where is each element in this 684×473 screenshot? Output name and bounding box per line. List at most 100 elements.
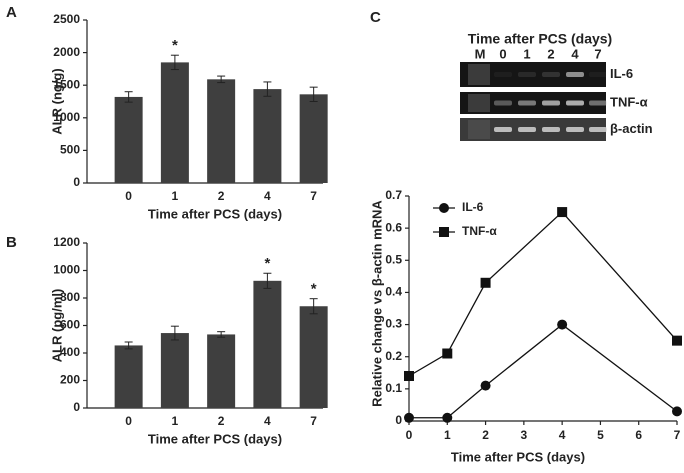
bar — [207, 334, 236, 408]
gel-band — [494, 100, 512, 106]
point — [672, 406, 682, 417]
lane-label: 4 — [571, 46, 579, 61]
gel-band — [542, 72, 560, 77]
point — [480, 277, 491, 288]
y-tick-label: 1000 — [53, 263, 80, 277]
y-tick-label: 0.5 — [385, 252, 402, 266]
y-tick-label: 0.6 — [385, 220, 402, 234]
point — [557, 319, 568, 330]
gel-band — [518, 100, 536, 106]
legend-label: IL-6 — [462, 200, 484, 214]
x-tick-label: 2 — [482, 428, 489, 442]
panel-letter: B — [6, 234, 17, 251]
bar — [114, 96, 143, 183]
y-tick-label: 1000 — [53, 110, 80, 124]
bar — [114, 345, 143, 408]
marker-lane — [468, 64, 490, 85]
y-tick-label: 0 — [395, 413, 402, 427]
bar — [253, 89, 282, 183]
gel-band — [542, 127, 560, 132]
gel-band — [589, 72, 607, 77]
y-tick-label: 400 — [60, 345, 80, 359]
marker-lane — [468, 120, 490, 139]
band-label: β-actin — [610, 121, 653, 136]
point — [672, 335, 682, 346]
y-tick-label: 1200 — [53, 235, 80, 249]
x-tick-label: 7 — [674, 428, 681, 442]
bar — [160, 62, 189, 183]
point — [404, 412, 414, 423]
x-axis-label: Time after PCS (days) — [148, 206, 282, 221]
y-axis-label: ALR (pg/ml) — [49, 289, 64, 363]
y-axis-label: Relative change vs β-actin mRNA — [369, 200, 384, 407]
series-line — [409, 323, 678, 419]
bar — [253, 280, 282, 408]
bar — [299, 306, 328, 408]
point — [442, 412, 453, 423]
x-tick-label: 0 — [125, 414, 132, 428]
y-tick-label: 800 — [60, 290, 80, 304]
legend-label: TNF-α — [462, 224, 497, 238]
significance-mark: * — [311, 281, 317, 298]
band-label: IL-6 — [610, 66, 633, 81]
x-tick-label: 7 — [310, 189, 317, 203]
lane-label: 1 — [523, 46, 530, 61]
lane-label: M — [475, 46, 486, 61]
significance-mark: * — [264, 255, 270, 272]
band-label: TNF-α — [610, 94, 648, 109]
x-tick-label: 0 — [406, 428, 413, 442]
y-tick-label: 2000 — [53, 45, 80, 59]
y-tick-label: 0.3 — [385, 317, 402, 331]
x-axis-label: Time after PCS (days) — [451, 449, 585, 464]
gel-band — [589, 127, 607, 132]
x-tick-label: 5 — [597, 428, 604, 442]
bar — [160, 333, 189, 408]
y-axis-label: ALR (ng/g) — [49, 68, 64, 134]
x-tick-label: 0 — [125, 189, 132, 203]
x-tick-label: 1 — [172, 189, 179, 203]
y-tick-label: 0.1 — [385, 381, 402, 395]
y-tick-label: 0 — [73, 175, 80, 189]
x-tick-label: 6 — [635, 428, 642, 442]
y-tick-label: 0.2 — [385, 349, 402, 363]
gel-band — [518, 72, 536, 77]
y-tick-label: 1500 — [53, 77, 80, 91]
bar — [207, 79, 236, 183]
gel-band — [518, 127, 536, 132]
x-tick-label: 4 — [559, 428, 566, 442]
x-tick-label: 7 — [310, 414, 317, 428]
point — [557, 207, 568, 218]
x-tick-label: 4 — [264, 414, 271, 428]
gel-title: Time after PCS (days) — [468, 31, 612, 47]
y-tick-label: 200 — [60, 373, 80, 387]
x-tick-label: 2 — [218, 414, 225, 428]
gel-band — [494, 127, 512, 132]
gel-band — [589, 100, 607, 106]
panel-letter: C — [370, 9, 381, 26]
lane-label: 2 — [547, 46, 554, 61]
y-tick-label: 2500 — [53, 12, 80, 26]
point — [480, 380, 491, 391]
bar — [299, 94, 328, 183]
lane-label: 0 — [499, 46, 506, 61]
gel-band — [542, 100, 560, 106]
legend-marker — [439, 227, 449, 237]
y-tick-label: 0.7 — [385, 188, 402, 202]
x-tick-label: 1 — [172, 414, 179, 428]
x-tick-label: 4 — [264, 189, 271, 203]
y-tick-label: 0.4 — [385, 285, 402, 299]
gel-band — [566, 72, 584, 77]
marker-lane — [468, 94, 490, 112]
gel-band — [566, 100, 584, 106]
x-tick-label: 1 — [444, 428, 451, 442]
x-tick-label: 3 — [521, 428, 528, 442]
point — [404, 371, 414, 381]
legend-marker — [439, 203, 449, 213]
lane-label: 7 — [594, 46, 601, 61]
panel-letter: A — [6, 4, 17, 21]
x-axis-label: Time after PCS (days) — [148, 431, 282, 446]
y-tick-label: 600 — [60, 318, 80, 332]
x-tick-label: 2 — [218, 189, 225, 203]
significance-mark: * — [172, 37, 178, 54]
